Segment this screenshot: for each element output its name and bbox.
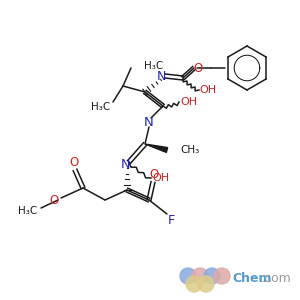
Text: O: O — [149, 167, 159, 181]
Text: OH: OH — [200, 85, 217, 95]
Text: OH: OH — [152, 173, 170, 183]
Circle shape — [186, 276, 202, 292]
Circle shape — [198, 276, 214, 292]
Text: .com: .com — [261, 272, 292, 284]
Circle shape — [214, 268, 230, 284]
Text: Chem: Chem — [232, 272, 272, 284]
Circle shape — [192, 268, 208, 284]
Text: N: N — [144, 116, 154, 128]
Text: H₃C: H₃C — [18, 206, 37, 216]
Text: H₃C: H₃C — [91, 102, 110, 112]
Text: CH₃: CH₃ — [180, 145, 199, 155]
Text: N: N — [156, 70, 166, 83]
Text: F: F — [167, 214, 175, 226]
Text: O: O — [194, 61, 202, 74]
Text: O: O — [50, 194, 59, 206]
Polygon shape — [145, 144, 168, 152]
Text: OH: OH — [180, 97, 198, 107]
Text: H₃C: H₃C — [144, 61, 163, 71]
Circle shape — [204, 268, 220, 284]
Circle shape — [180, 268, 196, 284]
Text: N: N — [120, 158, 130, 172]
Text: O: O — [69, 155, 79, 169]
